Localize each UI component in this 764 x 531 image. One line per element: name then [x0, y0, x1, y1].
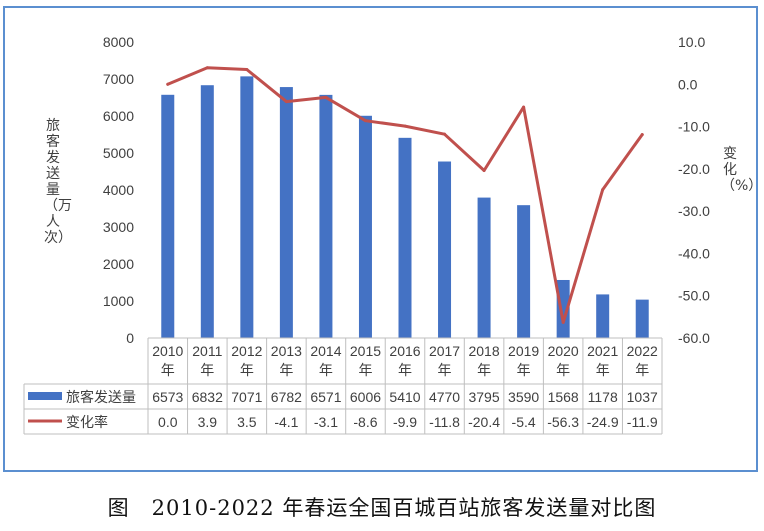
- x-tick-label: 2019 年: [508, 343, 539, 378]
- y-tick-label: 6000: [103, 108, 134, 124]
- x-tick-label: 2016 年: [389, 343, 420, 378]
- line-point: [403, 124, 407, 128]
- bar: [477, 197, 491, 338]
- bar: [279, 87, 293, 338]
- table-value-rate: -11.9: [627, 414, 658, 430]
- y-tick-label: 5000: [103, 145, 134, 161]
- y2-tick-label: -50.0: [678, 288, 710, 304]
- x-tick-label: 2012 年: [231, 343, 262, 378]
- y2-tick-label: -10.0: [678, 119, 710, 135]
- bar: [200, 85, 214, 338]
- table-value-rate: 3.9: [198, 414, 218, 430]
- x-tick-label: 2018 年: [468, 343, 499, 378]
- table-value-volume: 1037: [627, 389, 658, 405]
- table-value-volume: 6573: [152, 389, 183, 405]
- table-value-volume: 3590: [508, 389, 539, 405]
- bar: [517, 205, 531, 338]
- table-value-volume: 7071: [231, 389, 262, 405]
- table-value-rate: -9.9: [393, 414, 417, 430]
- bar: [398, 137, 412, 338]
- line-point: [284, 100, 288, 104]
- line-point: [561, 320, 565, 324]
- legend-label-volume: 旅客发送量: [66, 389, 136, 406]
- x-tick-label: 2010 年: [152, 343, 183, 378]
- caption-text: 2010-2022 年春运全国百城百站旅客发送量对比图: [151, 496, 657, 520]
- bar: [319, 94, 333, 338]
- y-tick-label: 3000: [103, 219, 134, 235]
- x-tick-label: 2014 年: [310, 343, 341, 378]
- line-point: [166, 82, 170, 86]
- x-tick-label: 2013 年: [271, 343, 302, 378]
- table-value-rate: -4.1: [274, 414, 298, 430]
- chart-frame: 0 1000 2000 3000 4000 5000 6000 7000 8000 10.0 0.0…: [3, 6, 758, 472]
- table-value-volume: 3795: [468, 389, 499, 405]
- table-value-volume: 4770: [429, 389, 460, 405]
- table-value-volume: 6006: [350, 389, 381, 405]
- legend-label-rate: 变化率: [66, 414, 108, 431]
- bar: [240, 76, 254, 339]
- y-tick-label: 8000: [103, 34, 134, 50]
- table-value-volume: 1178: [588, 389, 618, 405]
- line-point: [245, 67, 249, 71]
- chart-svg: 0 1000 2000 3000 4000 5000 6000 7000 8000 10.0 0.0…: [23, 34, 710, 435]
- y2-tick-label: -40.0: [678, 245, 710, 261]
- x-tick-label: 2020 年: [548, 343, 579, 378]
- line-point: [601, 188, 605, 192]
- table-value-rate: -11.8: [429, 414, 460, 430]
- x-tick-label: 2022 年: [627, 343, 658, 378]
- figure-caption: 图 2010-2022 年春运全国百城百站旅客发送量对比图: [0, 492, 764, 522]
- bar: [635, 299, 649, 338]
- x-tick-label: 2017 年: [429, 343, 460, 378]
- bar: [161, 94, 175, 338]
- bar: [556, 279, 570, 338]
- caption-prefix: 图: [107, 496, 130, 520]
- bar: [596, 294, 610, 338]
- y2-axis-title: 变化（%）: [721, 146, 762, 194]
- table-value-rate: -24.9: [587, 414, 619, 430]
- table-value-volume: 6832: [192, 389, 223, 405]
- bar: [358, 115, 372, 338]
- x-tick-label: 2015 年: [350, 343, 381, 378]
- line-point: [443, 132, 447, 136]
- bar: [438, 161, 452, 338]
- table-value-rate: -20.4: [468, 414, 500, 430]
- x-tick-label: 2011 年: [192, 343, 222, 378]
- table-value-volume: 5410: [389, 389, 420, 405]
- line-point: [640, 133, 644, 137]
- legend-swatch-bar: [28, 392, 62, 400]
- y2-tick-label: -20.0: [678, 161, 710, 177]
- table-value-volume: 1568: [548, 389, 579, 405]
- line-point: [363, 119, 367, 123]
- y2-tick-label: 0.0: [678, 76, 698, 92]
- y2-tick-label: 10.0: [678, 34, 705, 50]
- x-tick-label: 2021 年: [587, 343, 618, 378]
- y-tick-label: 1000: [103, 293, 134, 309]
- y-tick-label: 7000: [103, 71, 134, 87]
- table-value-rate: 3.5: [237, 414, 257, 430]
- table-value-rate: -56.3: [547, 414, 579, 430]
- table-value-volume: 6571: [310, 389, 341, 405]
- y-tick-label: 0: [126, 330, 134, 346]
- table-value-rate: -8.6: [353, 414, 377, 430]
- y-tick-label: 2000: [103, 256, 134, 272]
- y2-tick-label: -30.0: [678, 203, 710, 219]
- line-point: [205, 66, 209, 70]
- y-tick-label: 4000: [103, 182, 134, 198]
- table-value-volume: 6782: [271, 389, 302, 405]
- line-point: [522, 105, 526, 109]
- line-point: [482, 169, 486, 173]
- y-axis-title: 旅客发送量（万人次）: [44, 118, 72, 246]
- line-point: [324, 95, 328, 99]
- table-value-rate: -3.1: [314, 414, 338, 430]
- y2-tick-label: -60.0: [678, 330, 710, 346]
- table-value-rate: -5.4: [512, 414, 536, 430]
- table-value-rate: 0.0: [158, 414, 178, 430]
